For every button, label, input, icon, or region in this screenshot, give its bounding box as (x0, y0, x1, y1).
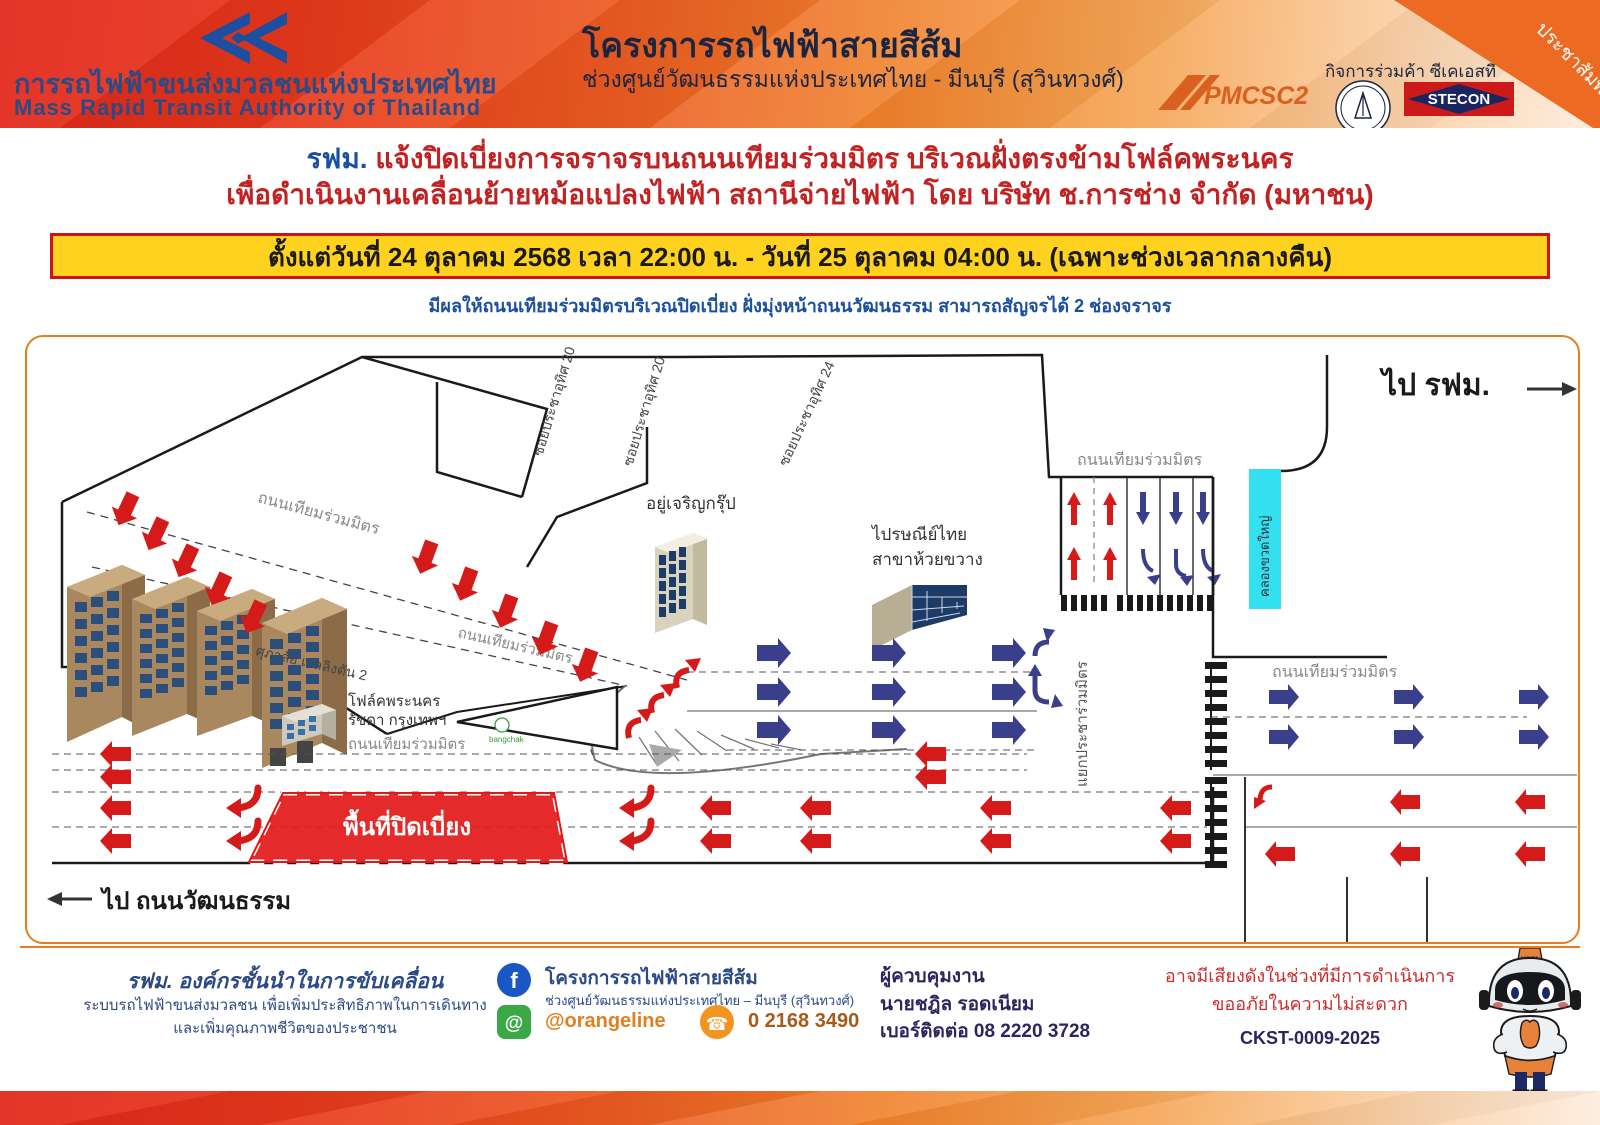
svg-text:f: f (510, 968, 518, 993)
svg-text:☎: ☎ (706, 1014, 728, 1034)
svg-text:PMCSC2: PMCSC2 (1204, 82, 1308, 110)
svg-text:@: @ (505, 1013, 524, 1034)
